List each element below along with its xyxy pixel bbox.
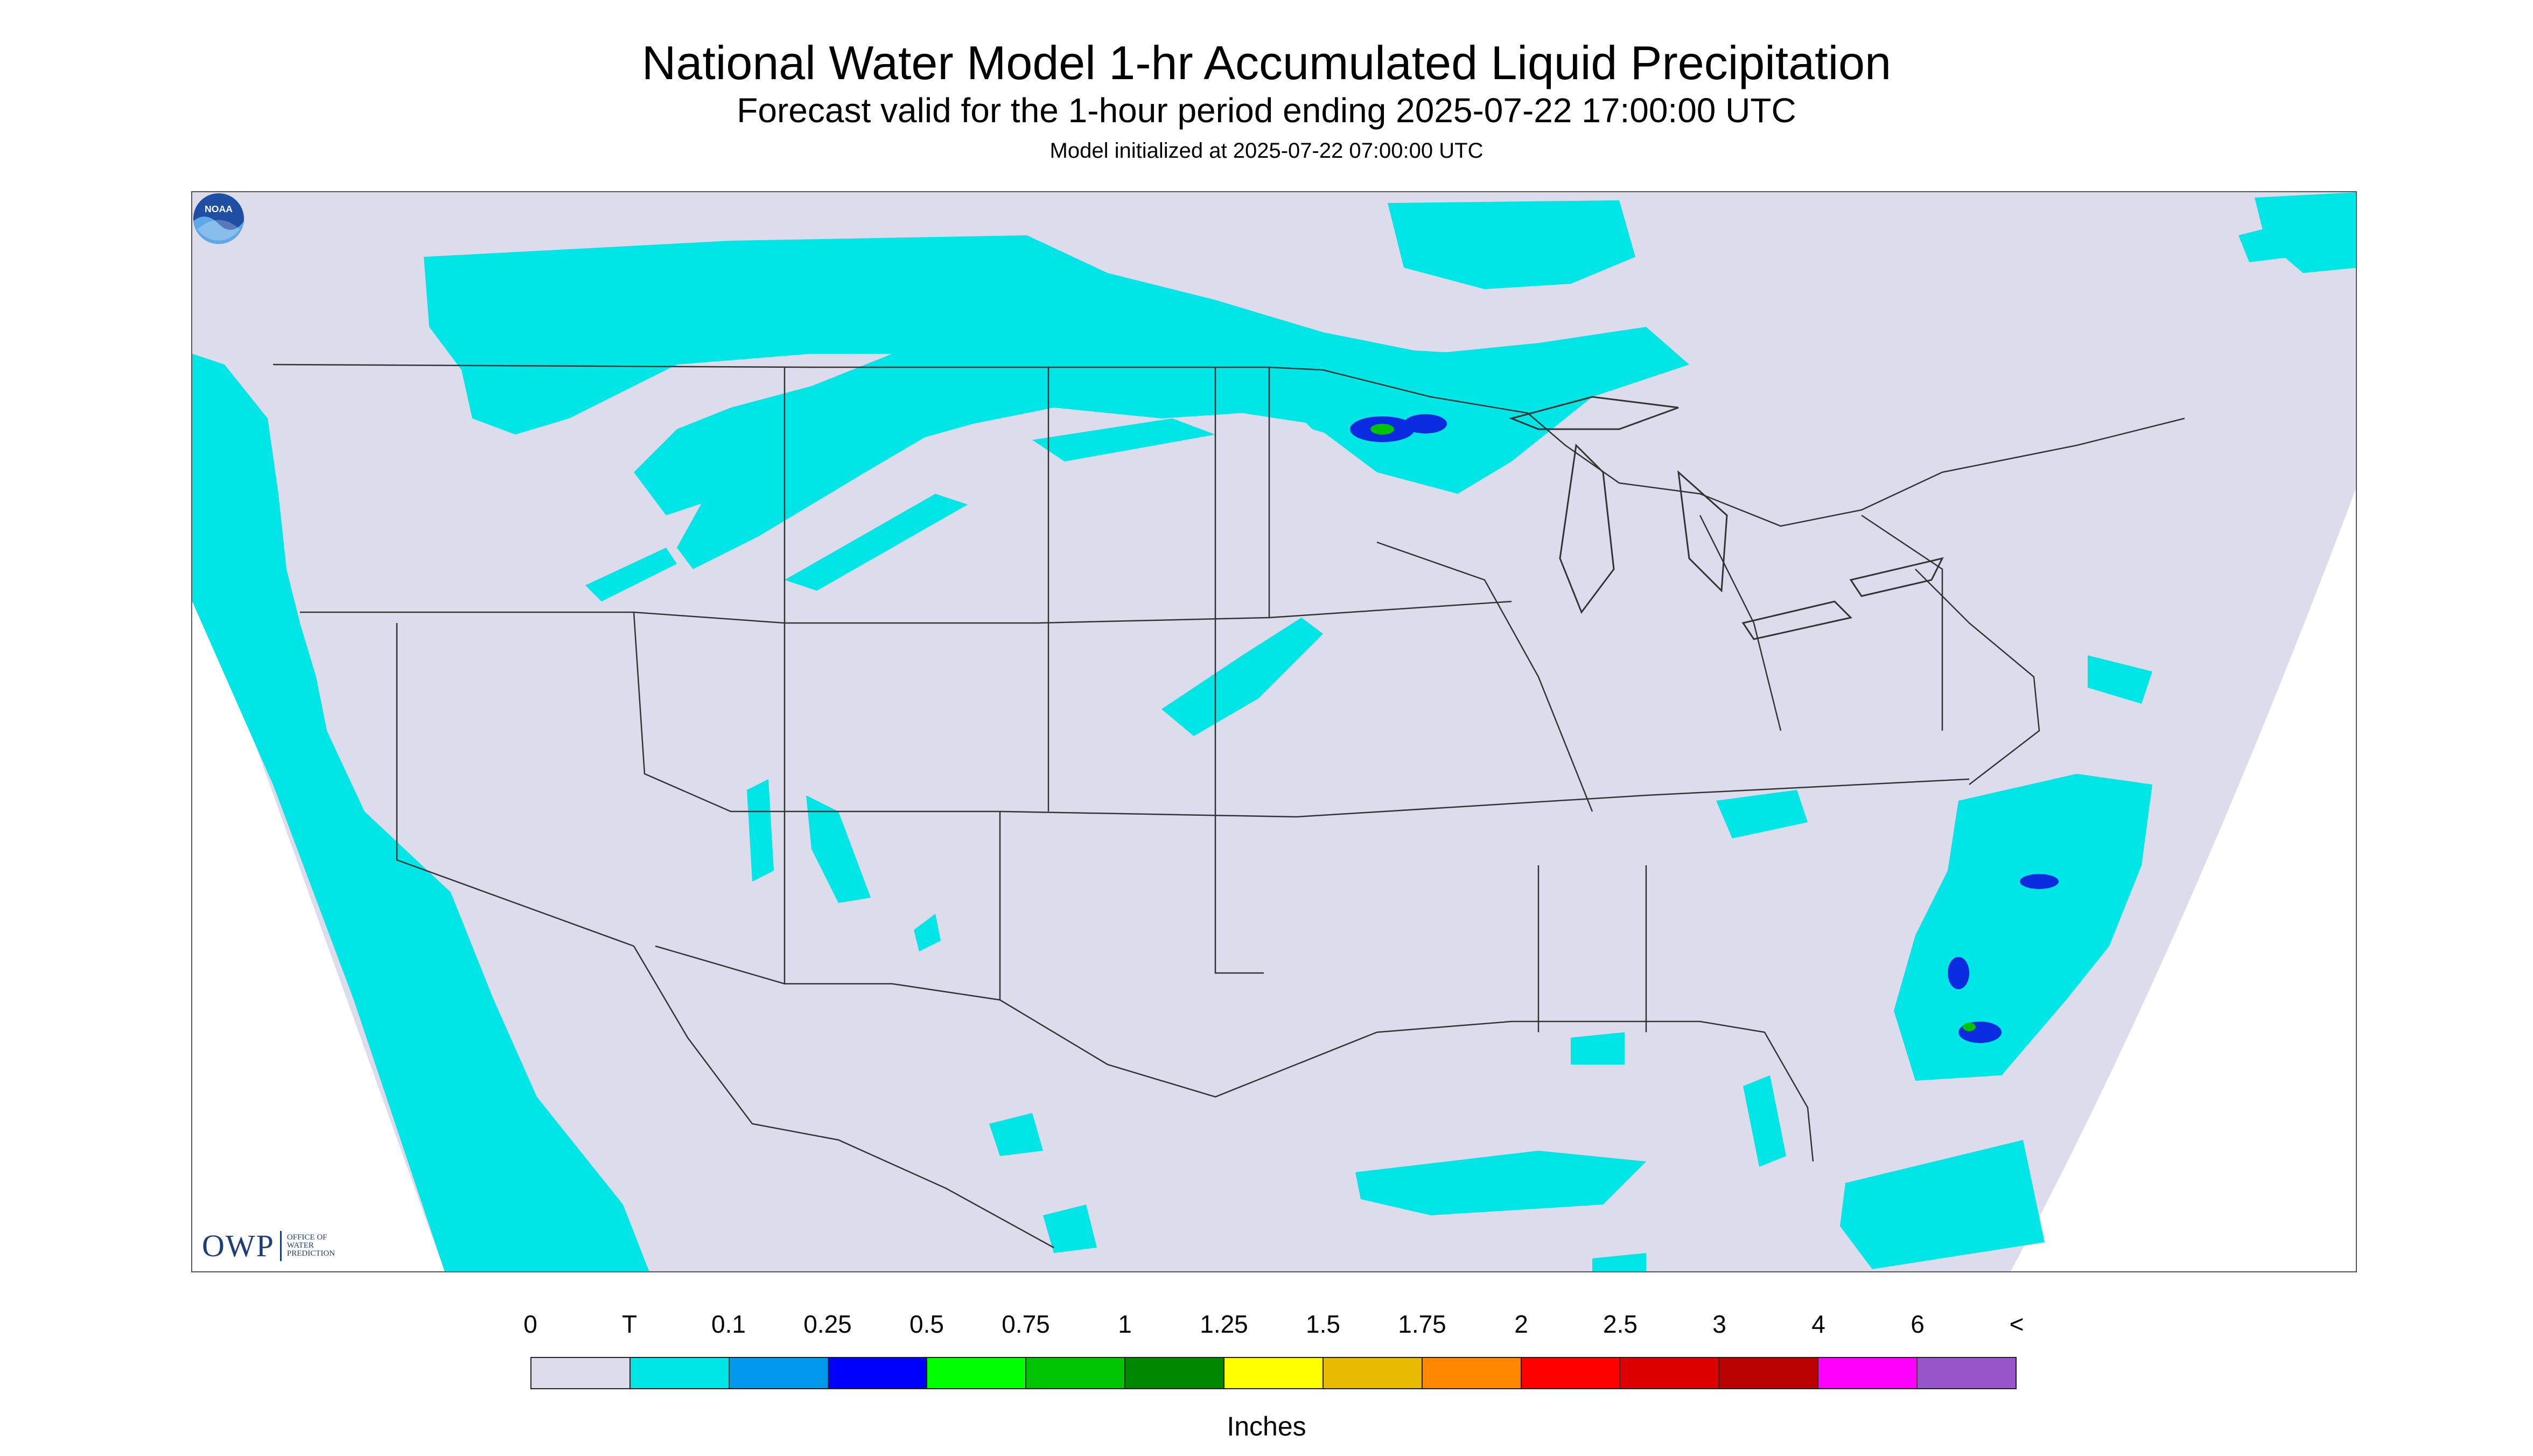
nd-streak — [1032, 418, 1215, 461]
legend-swatch — [630, 1358, 730, 1388]
map-canvas — [192, 192, 2356, 1271]
legend-swatch — [1224, 1358, 1324, 1388]
utah-patch — [747, 779, 774, 881]
ne-canada-trace — [2238, 225, 2292, 262]
map-title: National Water Model 1-hr Accumulated Li… — [641, 36, 1892, 89]
legend-label: 6 — [1911, 1310, 1925, 1338]
owp-logo: OWP OFFICE OF WATER PREDICTION — [202, 1228, 335, 1264]
idaho-streak — [585, 548, 677, 601]
legend-label: 0.5 — [909, 1310, 944, 1338]
legend-swatch — [1521, 1358, 1621, 1388]
legend-swatch — [1422, 1358, 1522, 1388]
atlantic-heavy-2 — [2020, 874, 2059, 889]
minnesota-heavy-rain-2 — [1404, 414, 1447, 433]
model-init-text: Model initialized at 2025-07-22 07:00:00… — [1049, 139, 1484, 163]
legend-label: 2 — [1514, 1310, 1528, 1338]
legend-label: 0.25 — [803, 1310, 852, 1338]
forecast-valid-subtitle: Forecast valid for the 1-hour period end… — [737, 91, 1796, 130]
nebraska-patch — [1161, 618, 1323, 736]
precipitation-map[interactable]: OWP OFFICE OF WATER PREDICTION NOAA — [191, 191, 2357, 1272]
legend-swatch — [927, 1358, 1027, 1388]
south-trace — [1592, 1253, 1646, 1271]
legend-swatch — [1323, 1358, 1423, 1388]
minnesota-core — [1370, 424, 1394, 435]
gulf-trace — [1355, 1151, 1646, 1215]
atlantic-core — [1963, 1023, 1976, 1031]
legend-swatch — [1918, 1358, 2016, 1388]
legend-label: 1.25 — [1200, 1310, 1248, 1338]
atlantic-trace — [1894, 774, 2152, 1081]
florida-trace — [1743, 1075, 1786, 1167]
sw-coast-trace — [1043, 1205, 1097, 1253]
minnesota-cluster — [1280, 343, 1528, 451]
legend-label: 0.1 — [711, 1310, 746, 1338]
domain-mask-left — [192, 192, 445, 1271]
legend-label: 0.75 — [1002, 1310, 1050, 1338]
legend-label: 4 — [1811, 1310, 1825, 1338]
legend-label: 1.75 — [1398, 1310, 1446, 1338]
legend-swatch — [828, 1358, 928, 1388]
owp-logo-subtext: OFFICE OF WATER PREDICTION — [286, 1233, 335, 1258]
ne-coast-trace — [2088, 655, 2152, 704]
svg-text:NOAA: NOAA — [205, 204, 233, 214]
domain-mask-right — [2011, 488, 2356, 1271]
precipitation-legend — [530, 1357, 2017, 1389]
carolina-trace — [1716, 790, 1808, 838]
legend-units: Inches — [1227, 1411, 1306, 1441]
boundary-lines — [272, 363, 2185, 1249]
nm-patch — [914, 914, 941, 951]
legend-label: 3 — [1712, 1310, 1726, 1338]
pacific-trace-area — [192, 354, 649, 1271]
legend-swatch — [1620, 1358, 1720, 1388]
montana-streak — [677, 408, 957, 569]
arizona-patch — [806, 795, 871, 903]
atlantic-heavy-3 — [1948, 957, 1969, 989]
legend-label: 0 — [523, 1310, 537, 1338]
canada-east-trace — [1388, 200, 1635, 289]
mexico-trace — [989, 1113, 1043, 1156]
gulf-trace-2 — [1571, 1032, 1625, 1065]
owp-logo-text: OWP — [202, 1228, 275, 1263]
legend-swatch — [1719, 1358, 1819, 1388]
great-lakes — [1509, 396, 1944, 640]
legend-label: 2.5 — [1603, 1310, 1638, 1338]
legend-label: 1.5 — [1306, 1310, 1340, 1338]
legend-label: T — [621, 1310, 638, 1338]
legend-label: < — [2009, 1310, 2024, 1338]
montana-streak-2 — [785, 494, 968, 591]
legend-swatch — [729, 1358, 829, 1388]
legend-swatch — [1125, 1358, 1225, 1388]
legend-swatch — [1026, 1358, 1126, 1388]
owp-logo-divider — [279, 1230, 282, 1261]
legend-label: 1 — [1118, 1310, 1132, 1338]
caribbean-trace — [1840, 1140, 2045, 1269]
legend-swatch — [531, 1358, 631, 1388]
noaa-logo-icon: NOAA — [193, 193, 244, 244]
legend-swatch — [1818, 1358, 1918, 1388]
